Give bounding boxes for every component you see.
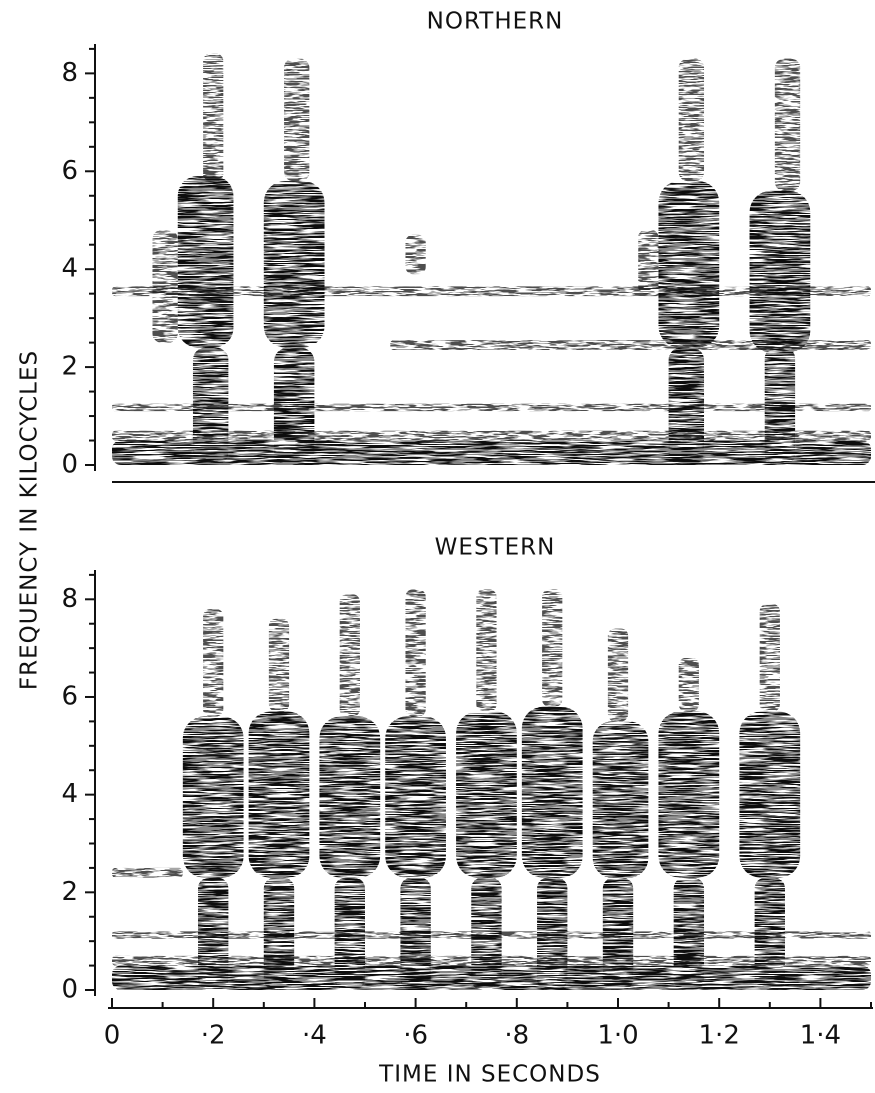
dense-energy	[334, 877, 365, 990]
y-tick-label: 0	[61, 975, 78, 1005]
y-tick-label: 2	[61, 352, 78, 382]
dense-energy	[400, 877, 431, 990]
dense-energy	[112, 440, 871, 465]
x-tick-label: ·2	[201, 1021, 226, 1051]
y-tick-label: 4	[61, 254, 78, 284]
dense-energy	[602, 877, 634, 990]
y-tick-label: 4	[61, 779, 78, 809]
x-axis-label: TIME IN SECONDS	[378, 1062, 601, 1088]
dense-energy	[537, 877, 568, 990]
dense-energy	[177, 176, 234, 348]
dense-energy	[385, 716, 446, 878]
dense-energy	[112, 965, 871, 990]
dense-energy	[263, 877, 295, 990]
y-tick-label: 0	[61, 450, 78, 480]
dense-energy	[749, 190, 811, 353]
sparse-energy	[203, 609, 224, 717]
dense-energy	[319, 716, 381, 878]
dense-energy	[263, 181, 325, 348]
sparse-energy	[638, 230, 659, 294]
sparse-energy	[405, 234, 426, 275]
dense-energy	[673, 877, 705, 990]
x-tick-label: 1·0	[597, 1021, 638, 1051]
sparse-energy	[390, 340, 871, 350]
dense-energy	[198, 877, 229, 990]
sparse-energy	[542, 589, 563, 707]
dense-energy	[764, 347, 796, 465]
y-tick-label: 8	[61, 584, 78, 614]
x-tick-label: ·8	[504, 1021, 529, 1051]
dense-energy	[521, 706, 583, 878]
dense-energy	[739, 711, 801, 878]
x-tick-label: 1·4	[800, 1021, 841, 1051]
y-tick-label: 2	[61, 877, 78, 907]
y-axis-label: FREQUENCY IN KILOCYCLES	[17, 350, 43, 690]
dense-energy	[592, 721, 649, 878]
sparse-energy	[607, 628, 629, 722]
sparse-energy	[405, 589, 426, 717]
dense-energy	[273, 347, 315, 465]
sparse-energy	[476, 589, 497, 712]
dense-energy	[182, 716, 244, 878]
dense-energy	[456, 711, 517, 878]
panel-title: WESTERN	[435, 535, 556, 561]
x-tick-label: 1·2	[699, 1021, 740, 1051]
sparse-energy	[203, 53, 224, 182]
panel-title: NORTHERN	[427, 9, 564, 35]
sparse-energy	[678, 58, 705, 182]
dense-energy	[754, 877, 785, 990]
x-tick-label: ·4	[302, 1021, 327, 1051]
sparse-energy	[112, 867, 183, 878]
dense-energy	[658, 181, 720, 348]
y-tick-label: 6	[61, 681, 78, 711]
dense-energy	[192, 347, 229, 465]
sparse-energy	[774, 58, 801, 191]
x-tick-label: 0	[104, 1021, 121, 1051]
dense-energy	[658, 711, 720, 878]
dense-energy	[248, 711, 310, 878]
sparse-energy	[284, 58, 310, 182]
x-tick-label: ·6	[403, 1021, 428, 1051]
sparse-energy	[759, 604, 780, 712]
sparse-energy	[152, 230, 178, 343]
sparse-energy	[678, 657, 699, 712]
y-tick-label: 6	[61, 156, 78, 186]
sparse-energy	[339, 594, 360, 717]
y-tick-label: 8	[61, 58, 78, 88]
dense-energy	[668, 347, 705, 465]
sparse-energy	[268, 618, 290, 712]
dense-energy	[471, 877, 502, 990]
